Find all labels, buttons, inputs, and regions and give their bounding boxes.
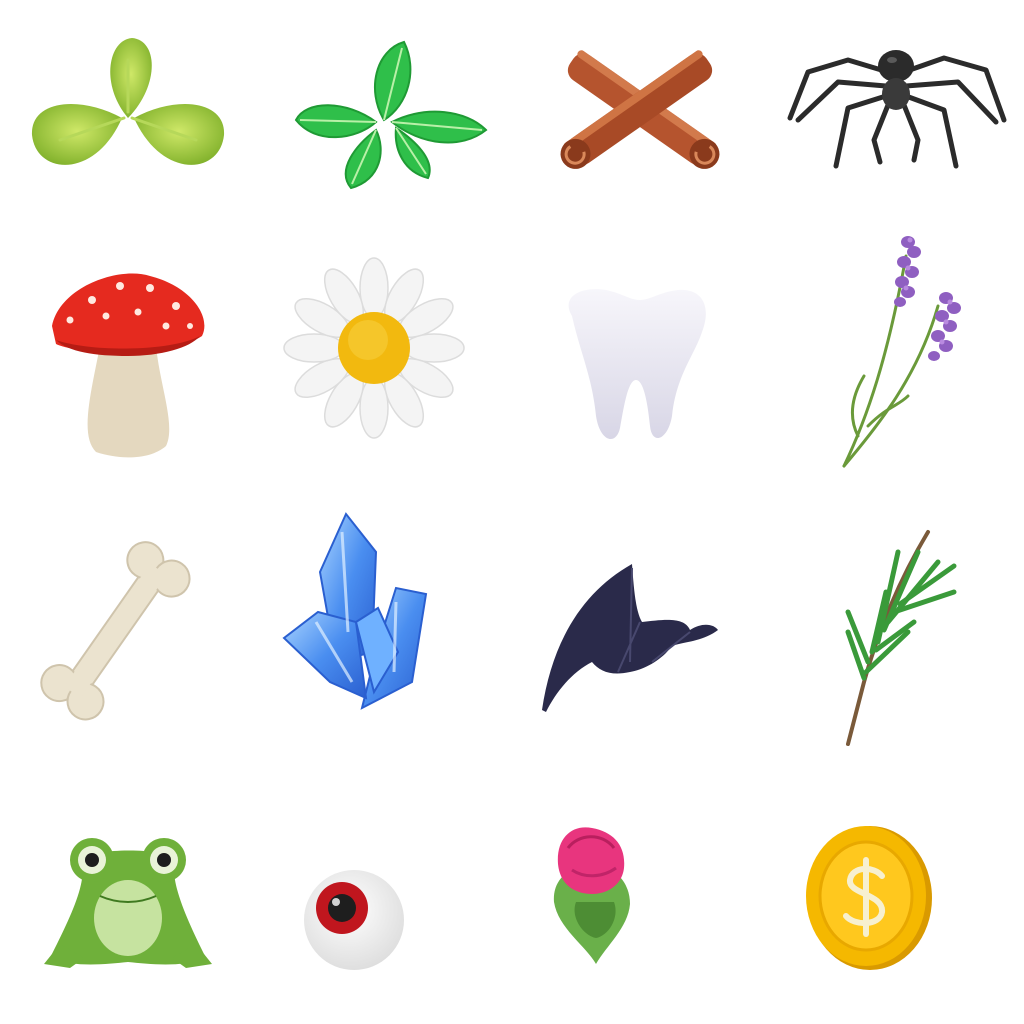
- crystal-icon: [282, 512, 428, 710]
- daisy-icon: [283, 257, 465, 439]
- frog-icon: [44, 838, 212, 968]
- rosemary-icon: [845, 530, 957, 746]
- ingredient-slot-bone[interactable]: [0, 512, 256, 768]
- ingredient-slot-cinnamon[interactable]: [512, 0, 768, 256]
- gold-coin-icon: [806, 826, 932, 970]
- lavender-icon: [842, 236, 961, 468]
- spider-icon: [787, 50, 1007, 169]
- ingredient-slot-crystal[interactable]: [256, 512, 512, 768]
- ingredient-slot-bat-wing[interactable]: [512, 512, 768, 768]
- basil-leaves-icon: [31, 38, 225, 165]
- ingredient-slot-basil[interactable]: [0, 0, 256, 256]
- ingredient-slot-spider[interactable]: [768, 0, 1024, 256]
- bat-wing-icon: [542, 564, 718, 712]
- bone-icon: [40, 541, 191, 721]
- cinnamon-sticks-icon: [560, 50, 720, 169]
- ingredient-slot-rose-bud[interactable]: [512, 768, 768, 1024]
- ingredient-slot-tooth[interactable]: [512, 256, 768, 512]
- ingredient-slot-mushroom[interactable]: [0, 256, 256, 512]
- ingredient-slot-rosemary[interactable]: [768, 512, 1024, 768]
- tooth-icon: [568, 289, 706, 440]
- mint-leaves-icon: [294, 40, 488, 190]
- eyeball-icon: [304, 870, 404, 970]
- ingredient-slot-daisy[interactable]: [256, 256, 512, 512]
- ingredient-slot-lavender[interactable]: [768, 236, 1024, 512]
- ingredient-slot-coin[interactable]: [768, 768, 1024, 1024]
- rose-bud-icon: [553, 827, 630, 964]
- ingredient-slot-frog[interactable]: [0, 768, 256, 1024]
- ingredient-slot-mint[interactable]: [256, 0, 512, 256]
- mushroom-icon: [52, 273, 205, 458]
- ingredient-slot-eyeball[interactable]: [256, 768, 512, 1024]
